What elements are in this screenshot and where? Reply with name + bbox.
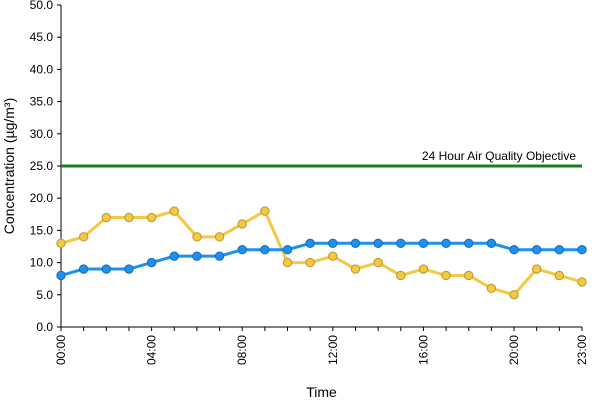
reference-lines: 24 Hour Air Quality Objective — [61, 149, 582, 168]
y-tick-label: 20.0 — [30, 191, 54, 205]
y-axis-title: Concentration (µg/m³) — [1, 98, 17, 234]
data-point — [146, 212, 157, 223]
data-point — [373, 238, 383, 248]
data-point — [396, 270, 406, 281]
data-point — [464, 270, 474, 281]
data-point — [373, 257, 383, 268]
y-tick-label: 40.0 — [30, 62, 54, 76]
y-tick-label: 50.0 — [30, 0, 54, 12]
y-tick-label: 10.0 — [30, 256, 54, 270]
data-point — [101, 264, 112, 274]
data-point — [486, 238, 497, 248]
data-point — [169, 206, 179, 216]
data-point — [531, 245, 542, 255]
data-point — [441, 270, 451, 281]
data-point — [260, 245, 270, 255]
x-tick-label: 04:00 — [145, 335, 159, 365]
data-point — [418, 238, 429, 248]
data-point — [192, 251, 202, 261]
y-tick-label: 5.0 — [36, 288, 53, 302]
data-point — [78, 264, 89, 274]
y-tick-label: 30.0 — [30, 127, 54, 141]
data-point — [192, 232, 202, 242]
data-point — [577, 245, 587, 255]
x-axis-title: Time — [306, 384, 337, 400]
data-point — [78, 232, 89, 242]
data-point — [396, 238, 406, 248]
data-point — [101, 212, 112, 223]
data-point — [124, 264, 134, 274]
data-point — [486, 283, 497, 294]
series-line — [60, 209, 583, 297]
y-tick-label: 0.0 — [36, 320, 53, 334]
x-tick-label: 23:00 — [575, 335, 589, 365]
data-point — [350, 238, 361, 248]
x-tick-label: 00:00 — [54, 335, 68, 365]
data-point — [124, 212, 134, 223]
data-point — [328, 238, 338, 248]
data-point — [237, 219, 247, 229]
data-point — [56, 238, 66, 248]
data-point — [214, 232, 225, 242]
data-point — [418, 264, 429, 274]
y-axis-ticks: 0.0 5.0 10.0 15.0 20.0 25.0 30.0 35.0 40.0 45.0 50… — [30, 0, 61, 334]
data-point — [328, 251, 338, 261]
data-point — [509, 245, 519, 255]
data-point — [282, 245, 293, 255]
series-layer — [56, 206, 587, 300]
data-point — [531, 264, 542, 274]
data-point — [554, 245, 565, 255]
x-axis-ticks: 00:00 04:00 08:00 12:00 16:00 20:00 23:00 — [54, 327, 589, 365]
data-point — [464, 238, 474, 248]
data-point — [214, 251, 225, 261]
data-point — [169, 251, 179, 261]
data-point — [305, 257, 315, 268]
x-tick-label: 20:00 — [507, 335, 521, 365]
data-point — [56, 270, 66, 281]
data-point — [554, 270, 565, 281]
data-point — [260, 206, 270, 216]
y-tick-label: 25.0 — [30, 159, 54, 173]
x-tick-label: 08:00 — [235, 335, 249, 365]
y-tick-label: 15.0 — [30, 223, 54, 237]
data-point — [509, 290, 519, 300]
y-tick-label: 35.0 — [30, 95, 54, 109]
data-point — [282, 257, 293, 268]
data-point — [146, 257, 157, 268]
data-point — [350, 264, 361, 274]
data-point — [577, 277, 587, 287]
data-point — [305, 238, 315, 248]
x-tick-label: 16:00 — [416, 335, 430, 365]
data-point — [441, 238, 451, 248]
y-tick-label: 45.0 — [30, 30, 54, 44]
x-tick-label: 12:00 — [326, 335, 340, 365]
reference-line-label: 24 Hour Air Quality Objective — [422, 149, 576, 163]
data-point — [237, 245, 247, 255]
